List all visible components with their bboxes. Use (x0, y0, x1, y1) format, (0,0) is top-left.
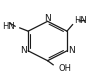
Text: N: N (21, 46, 27, 55)
Text: HN: HN (74, 16, 87, 25)
Text: N: N (44, 14, 51, 23)
Text: HN: HN (2, 22, 15, 31)
Text: N: N (68, 46, 75, 55)
Text: OH: OH (58, 64, 71, 73)
